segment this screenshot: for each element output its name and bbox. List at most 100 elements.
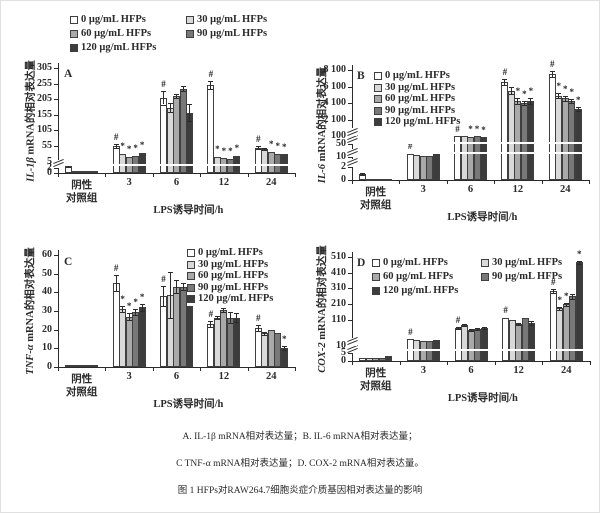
error-bar-cap xyxy=(462,324,467,326)
error-bar xyxy=(264,147,266,151)
axis-break-stripe xyxy=(353,141,589,145)
error-bar-cap xyxy=(516,325,522,327)
significance-mark: * xyxy=(234,142,240,153)
error-bar xyxy=(135,309,137,315)
x-tick-mark xyxy=(200,368,202,371)
error-bar-cap xyxy=(262,335,268,337)
error-bar-cap xyxy=(126,313,132,315)
error-bar-cap xyxy=(139,303,145,305)
error-bar-cap xyxy=(557,309,563,311)
x-axis-title: LPS诱导时间/h xyxy=(153,399,224,410)
error-bar-cap xyxy=(468,331,474,333)
error-bar xyxy=(163,285,164,307)
y-tick-mark xyxy=(348,103,352,104)
y-tick-label: 0 xyxy=(47,361,52,372)
significance-mark: # xyxy=(256,313,261,324)
legend-label: 0 μg/mL HFPs xyxy=(383,257,448,268)
axis-break-stripe xyxy=(353,151,589,154)
error-bar xyxy=(578,260,580,265)
y-tick-mark xyxy=(348,143,352,145)
axis-break-stripe xyxy=(59,163,295,167)
error-bar xyxy=(510,86,512,95)
error-bar-cap xyxy=(502,79,508,81)
y-tick-mark xyxy=(54,83,58,85)
legend-entry: 30 μg/mL HFPs xyxy=(186,14,267,26)
x-category-label: 12 xyxy=(218,177,230,188)
significance-mark: * xyxy=(126,144,132,155)
significance-mark: * xyxy=(133,143,138,154)
legend-label: 120 μg/mL HFPs xyxy=(383,285,459,296)
significance-mark: * xyxy=(133,297,138,308)
significance-mark: # xyxy=(502,67,508,78)
significance-mark: * xyxy=(563,83,568,94)
legend-swatch-icon xyxy=(374,95,382,104)
error-bar xyxy=(141,303,143,311)
error-bar-cap xyxy=(161,90,166,92)
error-bar-cap xyxy=(161,306,166,308)
error-bar-cap xyxy=(529,324,535,326)
bar xyxy=(186,306,193,367)
legend-label: 90 μg/mL HFPs xyxy=(492,271,563,282)
legend-swatch-icon xyxy=(374,72,382,80)
axis-break-icon xyxy=(347,127,358,136)
y-tick-label: 10 xyxy=(42,342,52,354)
y-tick-mark xyxy=(348,119,352,121)
y-tick-label: 50 xyxy=(336,137,346,149)
significance-mark: # xyxy=(455,314,461,325)
y-tick-mark xyxy=(348,320,352,322)
x-category-label: 12 xyxy=(512,184,524,195)
significance-mark: * xyxy=(557,294,562,305)
y-tick-mark xyxy=(348,353,352,355)
y-tick-label: 10 xyxy=(336,150,346,162)
significance-mark: * xyxy=(269,138,274,149)
error-bar-cap xyxy=(521,100,527,102)
legend-swatch-icon xyxy=(481,273,489,281)
x-tick-mark xyxy=(58,368,59,371)
error-bar-cap xyxy=(167,271,173,273)
x-tick-mark xyxy=(295,174,296,177)
error-bar-cap xyxy=(227,311,233,313)
error-bar-cap xyxy=(563,302,569,304)
error-bar-cap xyxy=(167,102,173,104)
y-tick-mark xyxy=(348,86,352,88)
y-tick-mark xyxy=(348,180,352,181)
error-bar-cap xyxy=(214,319,220,321)
x-tick-mark xyxy=(399,362,401,365)
significance-mark: * xyxy=(576,94,581,105)
legend-label: 60 μg/mL HFPs xyxy=(385,93,456,105)
error-bar-cap xyxy=(174,97,179,99)
bar xyxy=(575,262,583,361)
error-bar-cap xyxy=(174,293,179,295)
bar xyxy=(574,108,582,180)
legend-entry: 60 μg/mL HFPs xyxy=(187,270,268,282)
y-tick-mark xyxy=(348,166,352,168)
y-tick-mark xyxy=(348,361,352,362)
x-tick-mark xyxy=(494,181,496,184)
y-tick-label: 5 xyxy=(47,155,52,167)
y-tick-label: 310 xyxy=(331,282,346,294)
error-bar-cap xyxy=(550,293,556,295)
error-bar-cap xyxy=(255,330,261,332)
error-bar xyxy=(552,289,554,294)
error-bar xyxy=(163,90,164,105)
legend-swatch-icon xyxy=(187,260,195,269)
error-bar-cap xyxy=(475,328,480,330)
error-bar-cap xyxy=(569,99,575,101)
legend-label: 120 μg/mL HFPs xyxy=(198,293,274,305)
y-tick-label: 410 xyxy=(331,266,346,278)
legend-swatch-icon xyxy=(481,259,489,267)
y-tick-mark xyxy=(54,273,58,275)
error-bar xyxy=(216,316,218,320)
error-bar xyxy=(257,325,259,331)
legend-entry: 0 μg/mL HFPs xyxy=(374,70,450,82)
x-tick-mark xyxy=(494,362,496,365)
significance-mark: * xyxy=(126,301,132,312)
error-bar xyxy=(564,95,566,101)
error-bar-cap xyxy=(120,306,126,308)
error-bar-cap xyxy=(120,311,126,313)
significance-mark: # xyxy=(550,58,555,69)
axis-break-icon xyxy=(53,159,64,168)
error-bar-cap xyxy=(515,104,521,106)
y-tick-label: 30 xyxy=(42,305,52,316)
legend-entry: 120 μg/mL HFPs xyxy=(374,116,460,128)
